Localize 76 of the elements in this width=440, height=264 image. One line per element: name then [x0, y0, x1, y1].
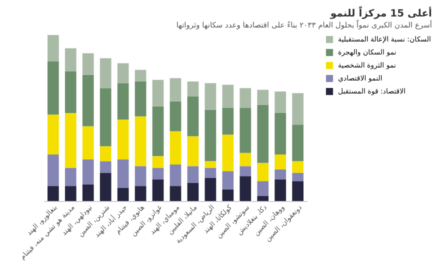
bar [204, 110, 216, 162]
bar [82, 74, 94, 126]
bar [100, 58, 112, 88]
bar [274, 179, 286, 201]
bar [292, 172, 304, 182]
bar [117, 188, 129, 201]
bar [47, 114, 59, 155]
bar [64, 168, 76, 186]
bar [64, 48, 76, 72]
bar [117, 160, 129, 188]
bar [257, 104, 269, 163]
bar [152, 80, 164, 106]
bar [82, 126, 94, 160]
bar [257, 162, 269, 182]
bar [187, 136, 199, 166]
bar [274, 91, 286, 114]
bar [47, 62, 59, 115]
bar [47, 154, 59, 186]
bar [274, 154, 286, 170]
bar [222, 134, 234, 172]
bar [222, 84, 234, 108]
bar [204, 178, 216, 201]
bar [47, 35, 59, 62]
bar [117, 63, 129, 84]
bar [152, 179, 164, 201]
bar [170, 78, 182, 102]
bar [100, 161, 112, 173]
bar [274, 169, 286, 180]
bar [134, 166, 146, 186]
bar [204, 83, 216, 110]
bar [100, 88, 112, 146]
bar [134, 70, 146, 82]
bar [100, 172, 112, 201]
bar [82, 184, 94, 201]
bar [204, 161, 216, 168]
bar [170, 164, 182, 186]
bar [204, 168, 216, 178]
bar [292, 181, 304, 201]
bar [187, 182, 199, 201]
text: أعلى 15 مركزاً للنمو [329, 5, 432, 20]
bar [187, 96, 199, 136]
bar [187, 81, 199, 96]
bar [170, 186, 182, 201]
bar [222, 171, 234, 190]
bar [240, 166, 252, 176]
bar [64, 113, 76, 168]
bar [170, 101, 182, 132]
bar [170, 131, 182, 164]
bar [152, 156, 164, 168]
bar [240, 152, 252, 166]
bar [222, 189, 234, 201]
bar [240, 108, 252, 153]
bar [134, 116, 146, 166]
bar [117, 83, 129, 120]
bar [64, 72, 76, 114]
bar [292, 93, 304, 125]
bar [117, 120, 129, 160]
bar [274, 113, 286, 155]
bar [240, 88, 252, 108]
bar [152, 168, 164, 180]
bar [134, 186, 146, 201]
bar [240, 176, 252, 201]
bar [292, 124, 304, 162]
bar [292, 161, 304, 173]
bar [82, 53, 94, 75]
bar [100, 146, 112, 162]
bar [222, 108, 234, 135]
bar [187, 166, 199, 183]
bar [257, 90, 269, 105]
bar [152, 106, 164, 156]
bar [134, 81, 146, 116]
bar [47, 186, 59, 201]
bar [257, 181, 269, 196]
bar [257, 196, 269, 201]
bar [82, 160, 94, 184]
bar [64, 186, 76, 201]
